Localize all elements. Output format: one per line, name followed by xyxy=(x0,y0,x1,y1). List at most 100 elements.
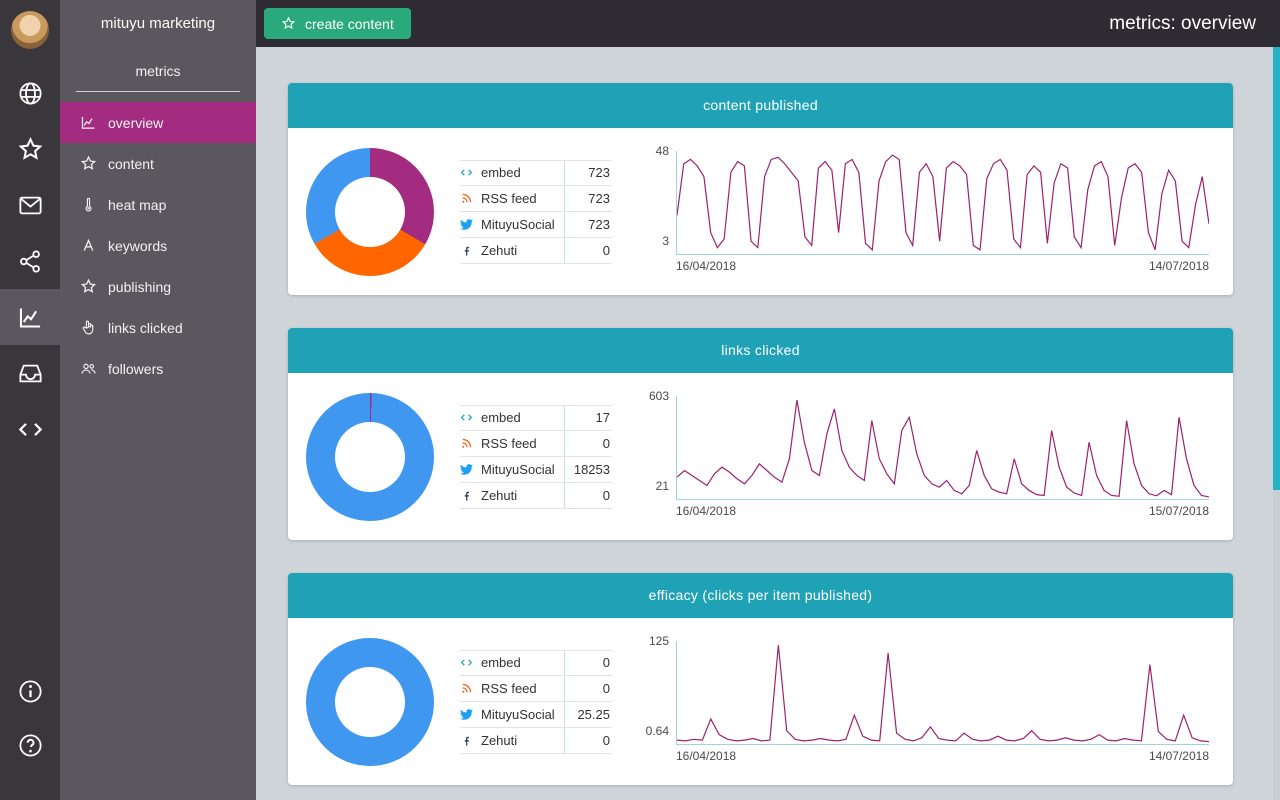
rail-help-button[interactable] xyxy=(0,718,60,772)
legend-row-MituyuSocial: MituyuSocial 18253 xyxy=(460,456,612,483)
page-title: metrics: overview xyxy=(1109,12,1256,34)
data-line xyxy=(677,155,1209,250)
facebook-icon xyxy=(460,489,478,502)
legend-row-embed: embed 723 xyxy=(460,159,612,186)
legend-value: 0 xyxy=(564,482,612,508)
x-axis-end: 14/07/2018 xyxy=(1148,258,1209,273)
legend-row-MituyuSocial: MituyuSocial 25.25 xyxy=(460,701,612,728)
sidebar-menu: overview content heat map keywords publishin… xyxy=(60,102,256,389)
panel-title: links clicked xyxy=(288,328,1233,373)
panel-body: embed 723 RSS feed 723 MituyuSocial 723 Zehuti… xyxy=(288,128,1233,295)
donut-chart xyxy=(306,637,434,766)
rail-mail-button[interactable] xyxy=(0,177,60,233)
sidebar-item-publishing[interactable]: publishing xyxy=(60,266,256,307)
y-axis-max: 48 xyxy=(655,143,669,158)
donut-chart xyxy=(306,147,434,276)
icon-rail xyxy=(0,0,60,800)
embed-icon xyxy=(460,411,478,424)
x-axis-start: 16/04/2018 xyxy=(676,503,737,518)
metric-panel: content published embed 723 RSS feed 723 Mit… xyxy=(288,83,1233,295)
y-axis: 48 3 xyxy=(638,144,676,248)
facebook-icon xyxy=(460,244,478,257)
legend-table: embed 723 RSS feed 723 MituyuSocial 723 Zehuti… xyxy=(460,159,612,264)
twitter-icon xyxy=(460,218,478,231)
legend-value: 18253 xyxy=(564,456,612,482)
legend-value: 723 xyxy=(564,211,612,237)
legend-value: 0 xyxy=(564,430,612,456)
sidebar-section-label: metrics xyxy=(76,63,240,92)
rail-bottom xyxy=(0,664,60,800)
x-axis: 16/04/2018 15/07/2018 xyxy=(676,500,1209,518)
legend-row-embed: embed 17 xyxy=(460,404,612,431)
legend-label: MituyuSocial xyxy=(481,461,555,477)
x-axis: 16/04/2018 14/07/2018 xyxy=(676,745,1209,763)
legend-label: embed xyxy=(481,655,521,670)
legend-label: embed xyxy=(481,165,521,180)
sidebar-item-overview[interactable]: overview xyxy=(60,102,256,143)
sidebar-item-content[interactable]: content xyxy=(60,143,256,184)
sidebar-item-label: heat map xyxy=(108,196,167,213)
rail-info-button[interactable] xyxy=(0,664,60,718)
data-line xyxy=(677,645,1209,742)
avatar[interactable] xyxy=(11,11,49,49)
legend-value: 723 xyxy=(564,185,612,211)
letterA-icon xyxy=(80,237,97,254)
scrollbar-thumb[interactable] xyxy=(1273,47,1280,490)
sidebar-item-followers[interactable]: followers xyxy=(60,348,256,389)
info-icon xyxy=(17,678,44,705)
legend-value: 0 xyxy=(564,675,612,701)
legend-row-RSS-feed: RSS feed 723 xyxy=(460,185,612,212)
legend-value: 0 xyxy=(564,727,612,753)
embed-icon xyxy=(460,166,478,179)
rail-code-button[interactable] xyxy=(0,401,60,457)
main-area: create content metrics: overview content… xyxy=(256,0,1280,800)
sidebar-item-heat-map[interactable]: heat map xyxy=(60,184,256,225)
rail-chart-button[interactable] xyxy=(0,289,60,345)
thermo-icon xyxy=(80,196,97,213)
star-icon xyxy=(80,278,97,295)
sidebar: mituyu marketing metrics overview content… xyxy=(60,0,256,800)
panel-title: efficacy (clicks per item published) xyxy=(288,573,1233,618)
scrollbar-track[interactable] xyxy=(1273,47,1280,800)
star-icon xyxy=(80,155,97,172)
x-axis-end: 15/07/2018 xyxy=(1148,503,1209,518)
rail-globe-button[interactable] xyxy=(0,65,60,121)
topbar: create content metrics: overview xyxy=(256,0,1280,47)
create-content-button[interactable]: create content xyxy=(264,8,411,39)
code-icon xyxy=(17,416,44,443)
plot-area xyxy=(676,640,1209,745)
y-axis-min: 3 xyxy=(662,233,669,248)
rail-inbox-button[interactable] xyxy=(0,345,60,401)
plot-area xyxy=(676,395,1209,500)
legend-value: 0 xyxy=(564,237,612,263)
metric-panel: efficacy (clicks per item published) emb… xyxy=(288,573,1233,785)
chart-icon xyxy=(17,304,44,331)
y-axis-max: 125 xyxy=(648,633,669,648)
twitter-icon xyxy=(460,463,478,476)
sidebar-item-label: publishing xyxy=(108,278,172,295)
legend-row-Zehuti: Zehuti 0 xyxy=(460,237,612,264)
line-chart: 125 0.64 16/04/2018 14/07/2018 xyxy=(638,634,1209,763)
rail-star-button[interactable] xyxy=(0,121,60,177)
donut-chart xyxy=(306,392,434,521)
legend-row-MituyuSocial: MituyuSocial 723 xyxy=(460,211,612,238)
star-icon xyxy=(281,16,296,31)
legend-label: RSS feed xyxy=(481,680,537,696)
rail-share-button[interactable] xyxy=(0,233,60,289)
legend-label: RSS feed xyxy=(481,435,537,451)
legend-value: 17 xyxy=(564,405,612,430)
sidebar-item-links-clicked[interactable]: links clicked xyxy=(60,307,256,348)
x-axis-start: 16/04/2018 xyxy=(676,258,737,273)
x-axis-start: 16/04/2018 xyxy=(676,748,737,763)
sidebar-item-keywords[interactable]: keywords xyxy=(60,225,256,266)
sidebar-item-label: links clicked xyxy=(108,319,183,336)
sidebar-item-label: followers xyxy=(108,360,164,377)
share-icon xyxy=(17,248,44,275)
inbox-icon xyxy=(17,360,44,387)
rail-items xyxy=(0,65,60,457)
legend-label: Zehuti xyxy=(481,242,518,258)
legend-label: embed xyxy=(481,410,521,425)
sidebar-item-label: overview xyxy=(108,114,164,131)
y-axis: 125 0.64 xyxy=(638,634,676,738)
metric-panel: links clicked embed 17 RSS feed 0 MituyuSoci… xyxy=(288,328,1233,540)
